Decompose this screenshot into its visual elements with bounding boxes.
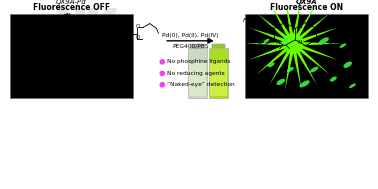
Ellipse shape [339, 43, 346, 48]
Ellipse shape [268, 62, 275, 67]
Ellipse shape [287, 67, 294, 72]
Bar [245, 14, 368, 98]
Circle shape [159, 82, 165, 88]
Bar [189, 61, 206, 96]
Text: $F_3C$: $F_3C$ [22, 16, 34, 25]
Text: O: O [135, 24, 140, 29]
Ellipse shape [300, 80, 310, 87]
Ellipse shape [281, 38, 290, 44]
Ellipse shape [263, 39, 270, 43]
Text: N: N [81, 24, 85, 29]
Text: QX9A: QX9A [296, 0, 318, 5]
Text: O: O [135, 35, 140, 40]
Text: N: N [297, 40, 302, 45]
Text: Fluorescence OFF: Fluorescence OFF [33, 3, 110, 12]
Bar [188, 48, 207, 98]
Ellipse shape [349, 84, 356, 88]
Text: No phosphine ligands: No phosphine ligands [167, 59, 231, 64]
Ellipse shape [330, 77, 337, 82]
Text: N: N [59, 40, 63, 45]
Ellipse shape [343, 62, 352, 68]
Text: Fluorescence ON: Fluorescence ON [270, 3, 343, 12]
Bar [191, 44, 204, 48]
Bar [10, 14, 133, 98]
Text: Pd(0), Pd(II), Pd(IV): Pd(0), Pd(II), Pd(IV) [162, 33, 219, 38]
Text: $F_3C$: $F_3C$ [242, 16, 254, 25]
Text: N: N [276, 40, 280, 45]
Circle shape [159, 70, 165, 76]
Ellipse shape [276, 79, 285, 85]
Bar [209, 48, 228, 98]
Text: $NH_2$: $NH_2$ [339, 29, 353, 38]
Bar [212, 44, 225, 48]
Text: N: N [65, 13, 70, 19]
Ellipse shape [310, 67, 319, 72]
Text: QX9A-Pd: QX9A-Pd [56, 0, 87, 5]
Ellipse shape [319, 37, 329, 44]
Text: N: N [276, 24, 280, 29]
Text: PEG400/PBS: PEG400/PBS [172, 44, 209, 49]
Text: NH: NH [123, 32, 133, 37]
Text: No reducing agents: No reducing agents [167, 71, 225, 76]
Text: N: N [297, 24, 302, 29]
Text: N: N [59, 24, 63, 29]
Polygon shape [245, 0, 341, 91]
Text: N: N [81, 40, 85, 45]
Text: “Naked-eye” detection: “Naked-eye” detection [167, 82, 235, 87]
Bar [210, 61, 227, 96]
Circle shape [159, 59, 165, 65]
